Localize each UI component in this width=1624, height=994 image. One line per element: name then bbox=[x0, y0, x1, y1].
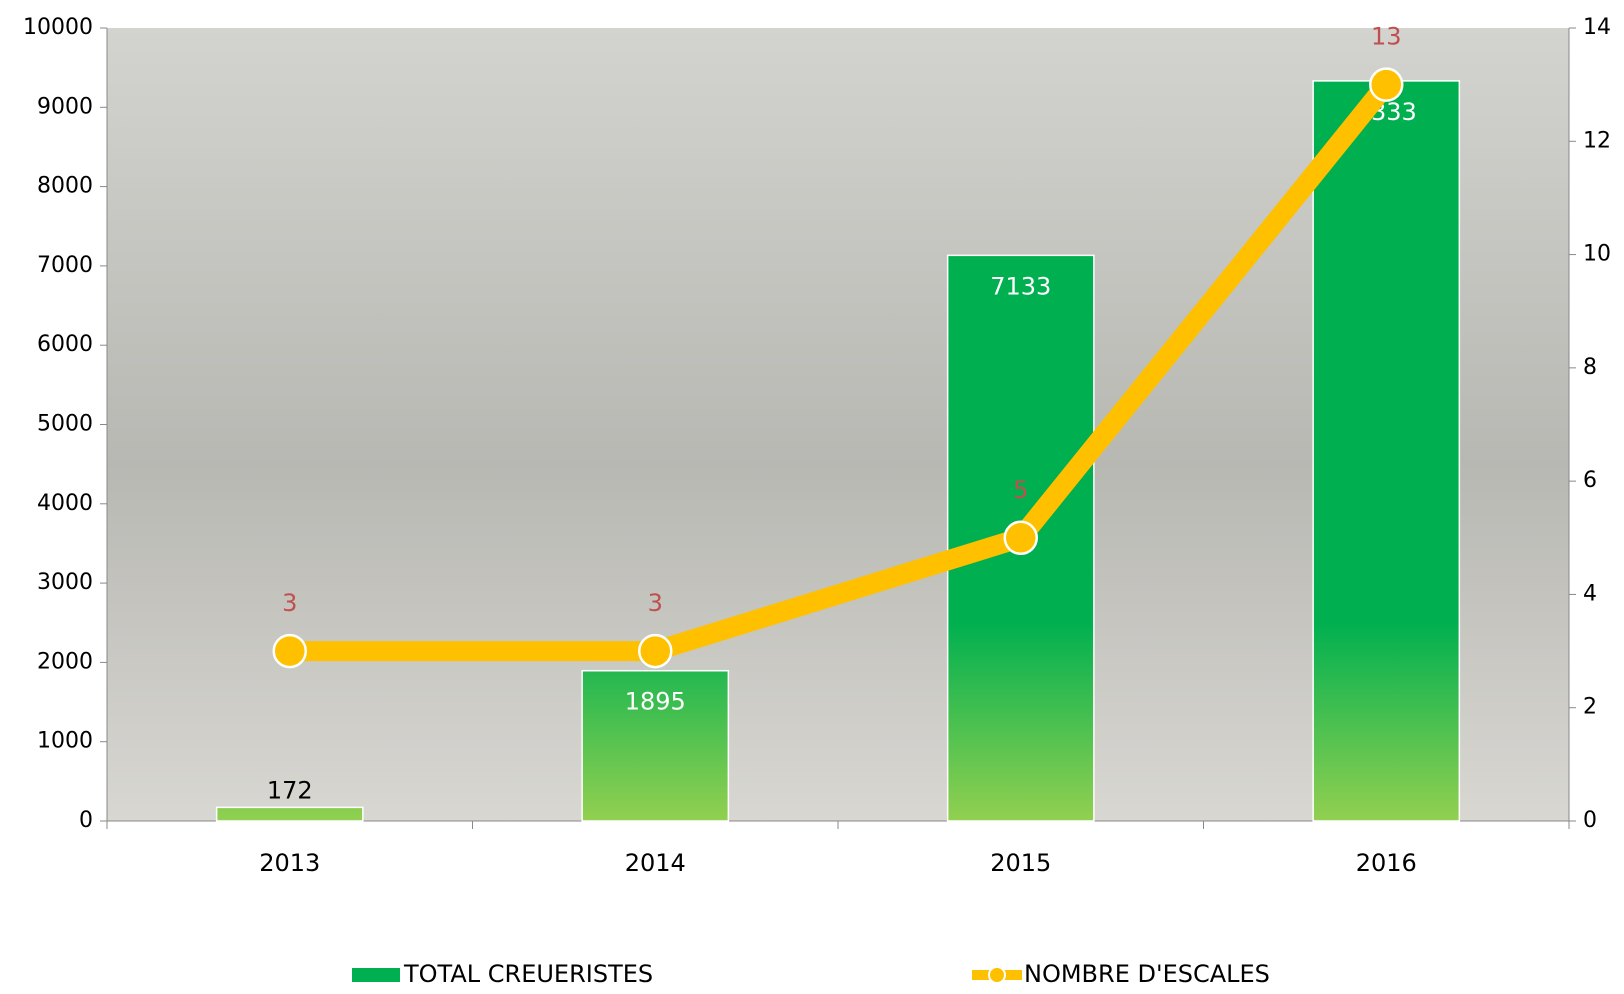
y2-tick-label: 0 bbox=[1583, 808, 1597, 833]
y-tick-label: 1000 bbox=[37, 729, 93, 754]
line-marker bbox=[1370, 69, 1402, 101]
bar bbox=[1313, 81, 1459, 821]
y2-tick-label: 10 bbox=[1583, 242, 1611, 267]
y-tick-label: 3000 bbox=[37, 570, 93, 595]
line-marker bbox=[1005, 522, 1037, 554]
line-value-label: 13 bbox=[1371, 23, 1402, 51]
chart: 0100020003000400050006000700080009000100… bbox=[0, 0, 1624, 994]
x-tick-label: 2013 bbox=[259, 849, 320, 877]
bar-value-label: 7133 bbox=[990, 272, 1051, 300]
y2-tick-label: 8 bbox=[1583, 355, 1597, 380]
bar-value-label: 172 bbox=[267, 776, 313, 804]
legend-swatch bbox=[352, 968, 400, 982]
legend-swatch bbox=[989, 967, 1005, 983]
x-tick-label: 2014 bbox=[625, 849, 686, 877]
y-tick-label: 8000 bbox=[37, 174, 93, 199]
y-tick-label: 9000 bbox=[37, 94, 93, 119]
y2-tick-label: 2 bbox=[1583, 695, 1597, 720]
bar-value-label: 1895 bbox=[625, 688, 686, 716]
y-tick-label: 7000 bbox=[37, 253, 93, 278]
bar bbox=[217, 807, 363, 821]
legend-label: NOMBRE D'ESCALES bbox=[1024, 960, 1270, 988]
line-marker bbox=[274, 635, 306, 667]
y-tick-label: 4000 bbox=[37, 491, 93, 516]
y-tick-label: 10000 bbox=[23, 15, 93, 40]
y2-tick-label: 12 bbox=[1583, 128, 1611, 153]
line-value-label: 5 bbox=[1013, 476, 1028, 504]
y-tick-label: 6000 bbox=[37, 332, 93, 357]
line-value-label: 3 bbox=[282, 589, 297, 617]
line-value-label: 3 bbox=[648, 589, 663, 617]
legend-label: TOTAL CREUERISTES bbox=[403, 960, 653, 988]
y2-tick-label: 6 bbox=[1583, 468, 1597, 493]
line-marker bbox=[639, 635, 671, 667]
y-tick-label: 5000 bbox=[37, 412, 93, 437]
x-tick-label: 2015 bbox=[990, 849, 1051, 877]
y2-tick-label: 14 bbox=[1583, 15, 1611, 40]
x-tick-label: 2016 bbox=[1356, 849, 1417, 877]
y-tick-label: 2000 bbox=[37, 649, 93, 674]
y2-tick-label: 4 bbox=[1583, 581, 1597, 606]
y-tick-label: 0 bbox=[79, 808, 93, 833]
